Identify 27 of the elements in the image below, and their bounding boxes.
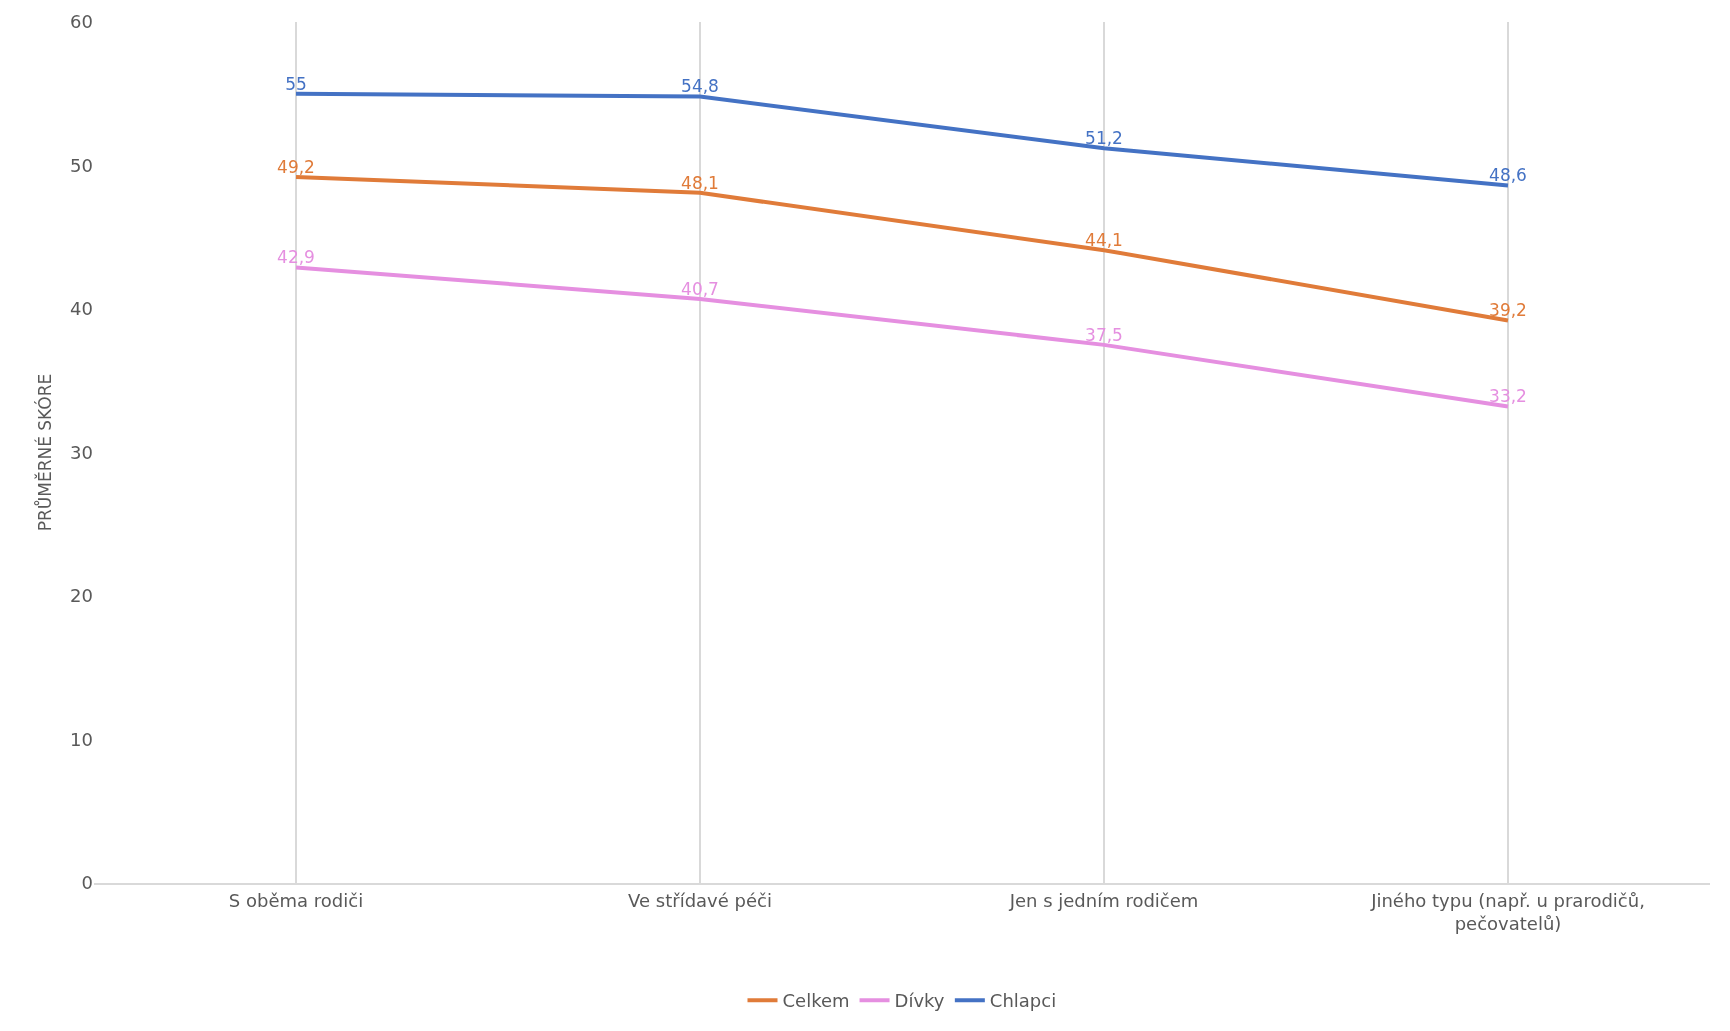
data-label: 51,2 [1085, 128, 1123, 149]
data-label: 42,9 [277, 247, 315, 268]
y-tick-label: 20 [70, 585, 93, 607]
data-label: 48,6 [1489, 165, 1527, 186]
legend-label: Celkem [782, 990, 850, 1012]
data-label: 55 [285, 73, 307, 94]
y-tick-label: 30 [70, 441, 93, 463]
y-axis-title: PRŮMĚRNÉ SKÓRE [33, 373, 55, 532]
data-label: 44,1 [1085, 229, 1123, 250]
x-tick-label: Ve střídavé péči [628, 889, 772, 911]
y-tick-label: 40 [70, 298, 93, 320]
legend-label: Dívky [894, 990, 945, 1012]
data-label: 39,2 [1489, 300, 1527, 321]
data-label: 37,5 [1085, 324, 1123, 345]
data-label: 54,8 [681, 76, 719, 97]
x-tick-label: Jiného typu (např. u prarodičů, pečovatelů) [1370, 889, 1645, 934]
data-label: 49,2 [277, 156, 315, 177]
data-label: 33,2 [1489, 386, 1527, 407]
y-tick-label: 0 [81, 872, 93, 894]
y-tick-label: 50 [70, 154, 93, 176]
legend-label: Chlapci [989, 990, 1057, 1012]
data-label: 48,1 [681, 172, 719, 193]
y-tick-label: 10 [70, 728, 93, 750]
data-label: 40,7 [681, 278, 719, 299]
x-tick-label: Jen s jedním rodičem [1008, 889, 1199, 911]
y-tick-label: 60 [70, 11, 93, 33]
x-tick-label: S oběma rodiči [228, 889, 364, 911]
